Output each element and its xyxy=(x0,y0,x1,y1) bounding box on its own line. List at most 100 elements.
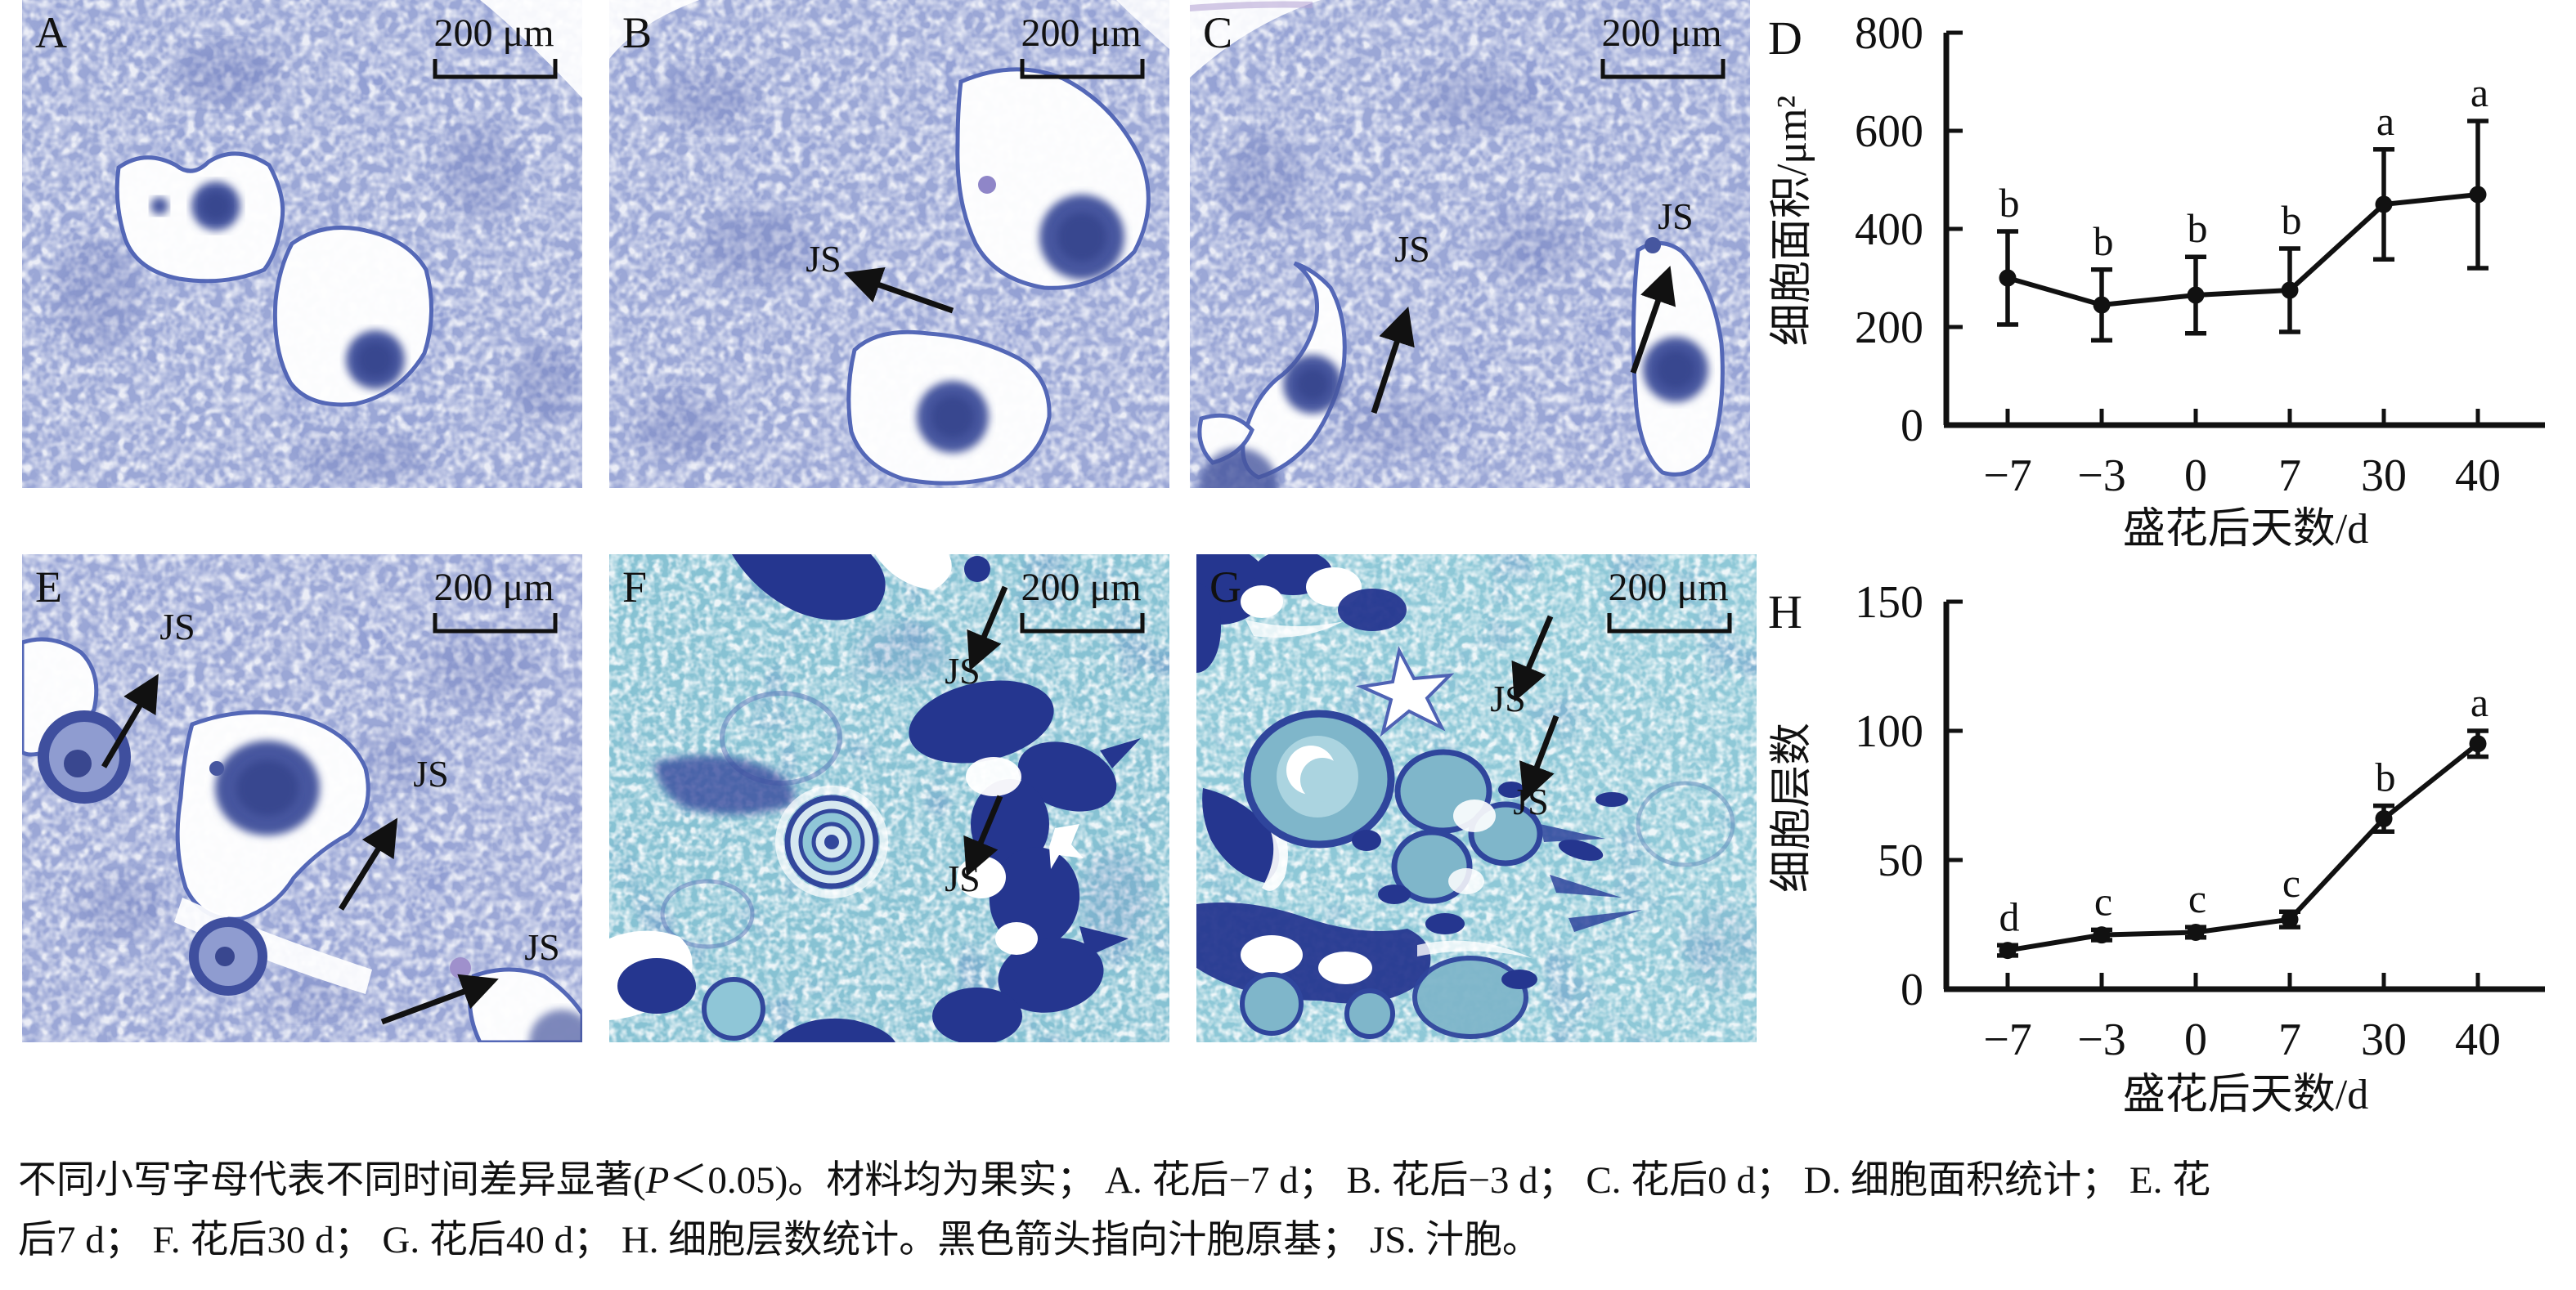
scale-bar: 200 μm xyxy=(1020,11,1145,79)
scale-bar-line xyxy=(1607,613,1732,634)
chart-panel-label: D xyxy=(1768,11,1802,65)
js-label: JS xyxy=(159,606,195,647)
bottom-structures xyxy=(1196,903,1537,1039)
data-point xyxy=(2187,923,2205,941)
scale-bar: 200 μm xyxy=(433,566,558,634)
x-tick-label: 7 xyxy=(2278,450,2301,501)
y-axis-title: 细胞层数 xyxy=(1769,723,1815,893)
x-tick-label: −3 xyxy=(2077,450,2126,501)
x-tick-label: 40 xyxy=(2455,450,2501,501)
micrograph-panel-g: JS JS G 200 μm xyxy=(1196,554,1757,1042)
arrow-icon xyxy=(844,267,954,314)
x-tick-label: 7 xyxy=(2278,1015,2301,1065)
scale-bar-label: 200 μm xyxy=(1601,11,1721,55)
micrograph-panel-c: JS JS C 200 μm xyxy=(1190,0,1750,488)
y-tick-label: 0 xyxy=(1901,965,1923,1015)
y-tick-label: 50 xyxy=(1878,835,1923,886)
y-tick-label: 100 xyxy=(1855,706,1923,757)
data-point xyxy=(2375,195,2393,213)
y-tick-label: 200 xyxy=(1855,302,1923,353)
sig-letter: c xyxy=(2282,860,2300,906)
scale-bar-label: 200 μm xyxy=(1021,566,1141,609)
data-line xyxy=(2007,192,2479,308)
scale-bar-label: 200 μm xyxy=(1608,566,1728,609)
sig-letter: a xyxy=(2376,98,2394,144)
data-point xyxy=(1999,942,2017,960)
scale-bar-line xyxy=(1020,613,1145,634)
panel-label: F xyxy=(622,562,647,611)
js-label: JS xyxy=(413,753,448,795)
data-line xyxy=(2007,741,2480,953)
scale-bar-line xyxy=(433,59,558,79)
data-point xyxy=(2375,809,2393,827)
tissue-edge xyxy=(609,0,699,59)
dark-patches xyxy=(75,632,537,1020)
sig-letter: b xyxy=(2188,205,2208,251)
panel-label: E xyxy=(35,562,62,611)
scale-bar-label: 200 μm xyxy=(433,11,554,55)
scale-bar: 200 μm xyxy=(1607,566,1732,634)
js-label: JS xyxy=(1658,195,1693,237)
sig-letter: b xyxy=(2376,755,2396,800)
y-tick-label: 400 xyxy=(1855,204,1923,255)
chart-panel-label: H xyxy=(1768,585,1802,638)
sig-letter: a xyxy=(2471,679,2488,725)
caption-line1: 不同小写字母代表不同时间差异显著(P＜0.05)。材料均为果实； A. 花后−7… xyxy=(18,1151,2563,1211)
panel-label: A xyxy=(35,8,67,57)
sig-letter: a xyxy=(2471,69,2488,115)
scale-bar: 200 μm xyxy=(433,11,558,79)
panel-label: B xyxy=(622,8,652,57)
data-point xyxy=(2093,926,2111,944)
micrograph-panel-b: JS B 200 μm xyxy=(609,0,1169,488)
sig-letter: d xyxy=(1999,894,2020,939)
tissue-edge xyxy=(1190,1,1313,11)
arrow-icon xyxy=(380,974,499,1025)
arrow-icon xyxy=(1371,307,1415,414)
y-tick-label: 150 xyxy=(1855,577,1923,628)
panel-label: C xyxy=(1203,8,1232,57)
sig-letter: c xyxy=(2094,878,2112,924)
data-point xyxy=(2281,911,2299,929)
sig-letter: b xyxy=(2094,218,2114,264)
arrow-icon xyxy=(1511,615,1554,702)
js-label: JS xyxy=(1394,228,1429,270)
bottom-left-structures xyxy=(609,930,895,1042)
arrow-icon xyxy=(967,585,1008,671)
x-tick-label: −3 xyxy=(2077,1015,2126,1065)
data-point xyxy=(2187,286,2205,304)
dark-patches xyxy=(52,43,578,482)
scale-bar-line xyxy=(1600,59,1726,79)
x-axis-title: 盛花后天数/d xyxy=(2123,1072,2368,1118)
scale-bar: 200 μm xyxy=(1020,566,1145,634)
x-tick-label: −7 xyxy=(1983,450,2032,501)
x-tick-label: 30 xyxy=(2361,450,2407,501)
scale-bar-label: 200 μm xyxy=(433,566,554,609)
data-point xyxy=(2469,186,2487,204)
tissue-edge xyxy=(480,0,582,98)
figure-caption: 不同小写字母代表不同时间差异显著(P＜0.05)。材料均为果实； A. 花后−7… xyxy=(18,1151,2563,1270)
y-tick-label: 600 xyxy=(1855,106,1923,157)
x-tick-label: 30 xyxy=(2361,1015,2407,1065)
micrograph-panel-f: JS JS F 200 μm xyxy=(609,554,1169,1042)
dark-patches xyxy=(1636,781,1752,992)
dark-patches xyxy=(654,624,1153,949)
scale-bar-label: 200 μm xyxy=(1021,11,1141,55)
tissue-edge xyxy=(1116,0,1169,49)
caption-line2: 后7 d； F. 花后30 d； G. 花后40 d； H. 细胞层数统计。黑色… xyxy=(18,1218,1541,1261)
arrow-icon xyxy=(1630,266,1676,374)
scale-bar-line xyxy=(433,613,558,634)
p-value-symbol: P xyxy=(645,1159,670,1202)
ovule-clusters xyxy=(1243,646,1642,934)
sig-letter: c xyxy=(2188,876,2206,921)
arrow-icon xyxy=(339,817,398,911)
data-point xyxy=(1999,269,2017,287)
js-label: JS xyxy=(945,858,980,899)
js-label: JS xyxy=(806,238,841,280)
data-point xyxy=(2281,281,2299,299)
tissue-edge xyxy=(1190,0,1321,78)
ovule-clusters xyxy=(1200,237,1708,488)
sig-letter: b xyxy=(2282,197,2302,243)
micrograph-panel-e: JS JS JS E 200 μm xyxy=(22,554,582,1042)
